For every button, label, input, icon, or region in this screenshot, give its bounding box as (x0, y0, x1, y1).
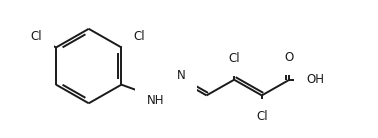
Text: O: O (285, 51, 294, 64)
Text: N: N (177, 69, 185, 82)
Text: Cl: Cl (228, 52, 240, 65)
Text: Cl: Cl (133, 30, 145, 43)
Text: OH: OH (306, 73, 324, 86)
Text: Cl: Cl (256, 110, 268, 124)
Text: N: N (177, 69, 185, 82)
Text: Cl: Cl (30, 30, 42, 43)
Text: NH: NH (147, 94, 164, 107)
